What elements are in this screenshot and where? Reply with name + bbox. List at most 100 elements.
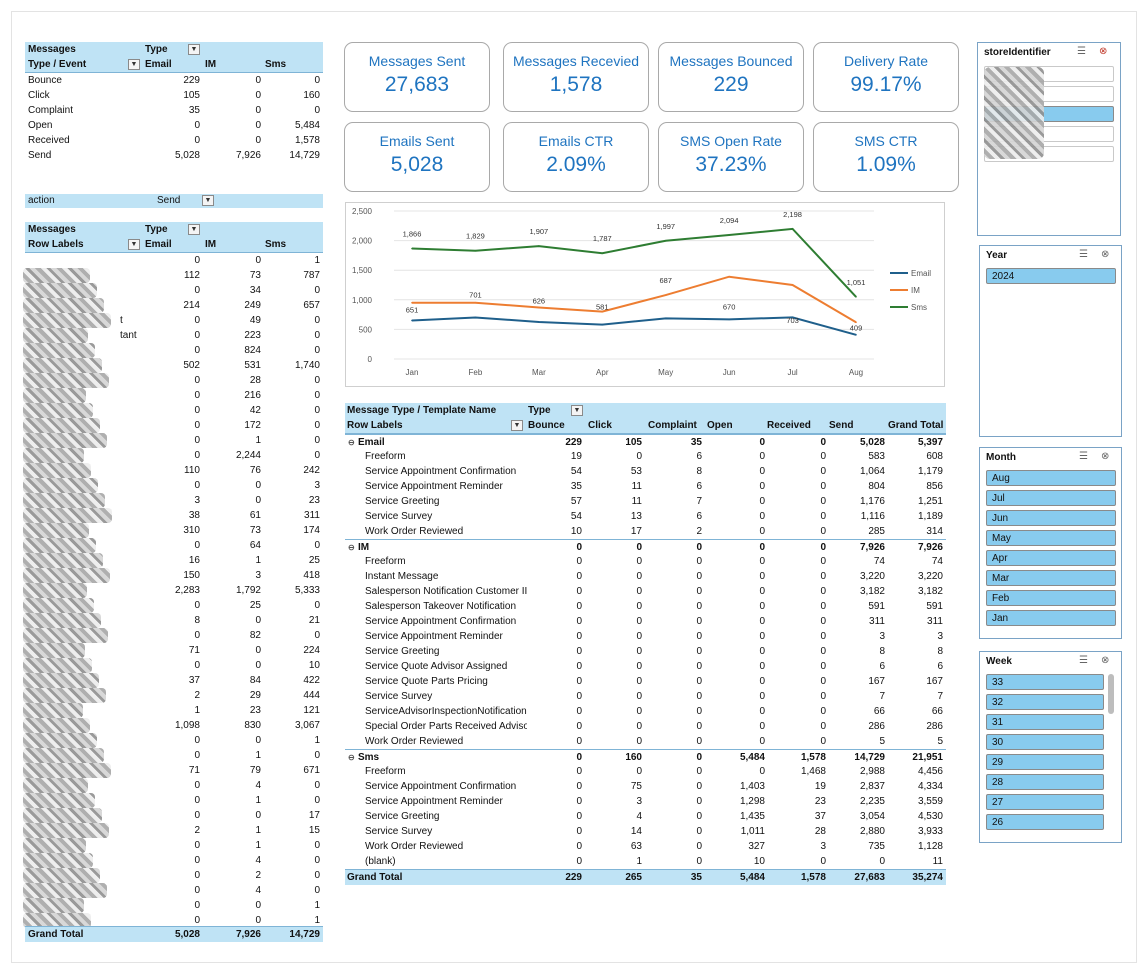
- slicer-item-week[interactable]: 31: [986, 714, 1104, 730]
- cell-value: 0: [820, 616, 826, 627]
- slicer-item-year[interactable]: 2024: [986, 268, 1116, 284]
- cell-email: 0: [194, 795, 200, 806]
- cell-email: 2: [194, 690, 200, 701]
- clear-filter-icon[interactable]: ⊗: [1099, 46, 1108, 57]
- slicer-item-week[interactable]: 28: [986, 774, 1104, 790]
- slicer-scrollbar[interactable]: [1108, 674, 1114, 714]
- redacted-row-label: [23, 763, 111, 778]
- cell-sms: 10: [308, 660, 320, 671]
- slicer-item-week[interactable]: 32: [986, 694, 1104, 710]
- multi-select-icon[interactable]: ☰: [1077, 46, 1086, 57]
- slicer-item-week[interactable]: 27: [986, 794, 1104, 810]
- kpi-card: Emails CTR 2.09%: [503, 122, 649, 192]
- row-label: Service Quote Advisor Assigned: [365, 661, 508, 672]
- total-value: 35,274: [912, 872, 943, 883]
- cell-email: 37: [188, 675, 200, 686]
- collapse-icon[interactable]: ⊖: [348, 753, 355, 762]
- cell-im: 0: [255, 105, 261, 116]
- cell-value: 10: [570, 526, 582, 537]
- redacted-row-label: [23, 508, 112, 523]
- slicer-item-week[interactable]: 29: [986, 754, 1104, 770]
- redacted-row-label: [23, 898, 84, 913]
- data-point: [474, 301, 477, 304]
- slicer-item-month[interactable]: Mar: [986, 570, 1116, 586]
- slicer-item-month[interactable]: Aug: [986, 470, 1116, 486]
- header-col: Bounce: [528, 420, 565, 431]
- slicer-item-month[interactable]: Jun: [986, 510, 1116, 526]
- cell-value: 6: [696, 451, 702, 462]
- data-label: 2,198: [783, 210, 802, 219]
- filter-dropdown-icon[interactable]: ▼: [188, 224, 200, 235]
- table-row: (blank) 0 1 0 10 0 0 11: [345, 854, 946, 869]
- cell-value: 0: [636, 646, 642, 657]
- cell-sms: 1,740: [294, 360, 320, 371]
- pivot-header-2: Row Labels ▼ Email IM Sms: [25, 237, 323, 253]
- group-row[interactable]: ⊖ IM 0 0 0 0 0 7,926 7,926: [345, 539, 946, 555]
- filter-dropdown-icon[interactable]: ▼: [128, 59, 140, 70]
- cell-value: 3: [820, 841, 826, 852]
- data-label: 1,051: [847, 278, 866, 287]
- data-point: [728, 234, 730, 236]
- collapse-icon[interactable]: ⊖: [348, 438, 355, 447]
- slicer-item-week[interactable]: 33: [986, 674, 1104, 690]
- cell-value: 19: [570, 451, 582, 462]
- slicer-year: Year ☰ ⊗ 2024: [979, 245, 1122, 437]
- total-email: 5,028: [174, 929, 200, 940]
- slicer-item-month[interactable]: Apr: [986, 550, 1116, 566]
- cell-value: 63: [630, 841, 642, 852]
- cell-email: 71: [188, 765, 200, 776]
- clear-filter-icon[interactable]: ⊗: [1101, 249, 1110, 260]
- cell-email: 229: [183, 75, 200, 86]
- cell-value: 1,189: [917, 511, 943, 522]
- filter-dropdown-icon[interactable]: ▼: [202, 195, 214, 206]
- monthly-messages-chart: 0 500 1,000 1,500 2,000 2,500 Jan Feb Mar Apr May J…: [345, 202, 945, 387]
- multi-select-icon[interactable]: ☰: [1079, 249, 1088, 260]
- filter-dropdown-icon[interactable]: ▼: [188, 44, 200, 55]
- multi-select-icon[interactable]: ☰: [1079, 451, 1088, 462]
- x-tick-label: Jun: [723, 368, 736, 377]
- slicer-item-month[interactable]: Jan: [986, 610, 1116, 626]
- cell-value: 5: [879, 736, 885, 747]
- cell-value: 0: [696, 542, 702, 553]
- cell-value: 0: [636, 556, 642, 567]
- header-type: Type: [528, 405, 551, 416]
- slicer-item-month[interactable]: Jul: [986, 490, 1116, 506]
- table-row: 110 76 242: [23, 463, 323, 478]
- redacted-row-label: [23, 298, 104, 313]
- cell-value: 0: [696, 646, 702, 657]
- cell-value: 0: [636, 451, 642, 462]
- data-label: 1,997: [656, 222, 675, 231]
- group-row[interactable]: ⊖ Sms 0 160 0 5,484 1,578 14,729 21,951: [345, 749, 946, 765]
- table-row: 0 2 0: [23, 868, 323, 883]
- multi-select-icon[interactable]: ☰: [1079, 655, 1088, 666]
- table-row: 3 0 23: [23, 493, 323, 508]
- legend-label: Sms: [911, 303, 927, 312]
- cell-value: 3: [636, 796, 642, 807]
- clear-filter-icon[interactable]: ⊗: [1101, 655, 1110, 666]
- table-row: Service Survey 54 13 6 0 0 1,116 1,189: [345, 509, 946, 524]
- data-point: [474, 316, 477, 319]
- filter-dropdown-icon[interactable]: ▼: [571, 405, 583, 416]
- filter-dropdown-icon[interactable]: ▼: [128, 239, 140, 250]
- group-row[interactable]: ⊖ Email 229 105 35 0 0 5,028 5,397: [345, 434, 946, 450]
- slicer-item-month[interactable]: Feb: [986, 590, 1116, 606]
- clear-filter-icon[interactable]: ⊗: [1101, 451, 1110, 462]
- collapse-icon[interactable]: ⊖: [348, 543, 355, 552]
- cell-value: 4,334: [917, 781, 943, 792]
- slicer-item-month[interactable]: May: [986, 530, 1116, 546]
- table-row: 0 34 0: [23, 283, 323, 298]
- cell-value: 2,235: [859, 796, 885, 807]
- kpi-card: Messages Sent 27,683: [344, 42, 490, 112]
- slicer-item-week[interactable]: 26: [986, 814, 1104, 830]
- table-row: 0 0 1: [23, 913, 323, 928]
- cell-im: 0: [255, 480, 261, 491]
- cell-sms: 3,067: [294, 720, 320, 731]
- slicer-item-week[interactable]: 30: [986, 734, 1104, 750]
- header-messages: Messages: [28, 44, 76, 55]
- filter-dropdown-icon[interactable]: ▼: [511, 420, 523, 431]
- table-row: 71 0 224: [23, 643, 323, 658]
- cell-value: 23: [814, 796, 826, 807]
- cell-value: 11: [631, 496, 642, 507]
- cell-im: 0: [255, 255, 261, 266]
- table-row: Freeform 0 0 0 0 0 74 74: [345, 554, 946, 569]
